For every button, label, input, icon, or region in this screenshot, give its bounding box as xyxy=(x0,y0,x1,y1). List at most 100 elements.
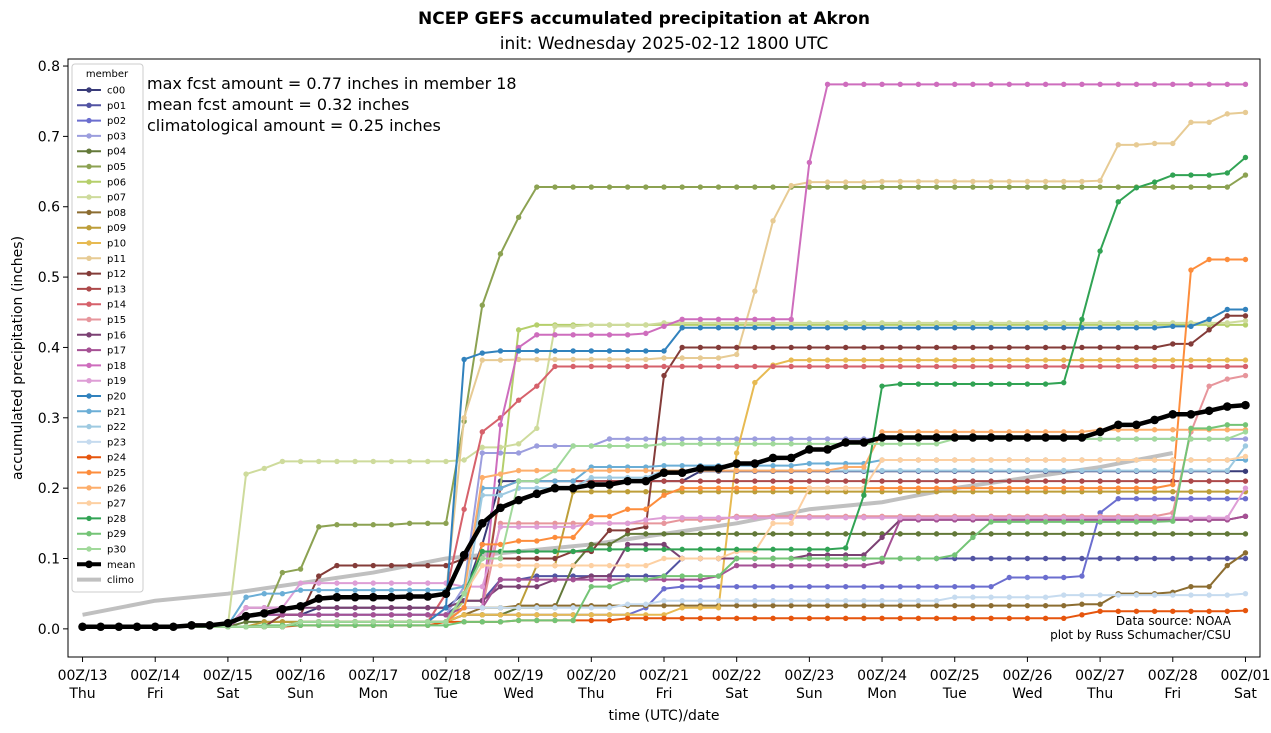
series-point-p07 xyxy=(897,320,903,326)
series-point-p20 xyxy=(1061,325,1067,331)
series-point-p28 xyxy=(1024,381,1031,387)
series-point-p14 xyxy=(933,363,940,370)
series-point-p11 xyxy=(952,178,958,185)
series-point-p21 xyxy=(679,462,685,469)
series-point-p04 xyxy=(588,541,595,548)
legend-marker xyxy=(86,179,92,185)
series-point-p29 xyxy=(715,573,722,579)
series-point-p24 xyxy=(1097,608,1103,614)
series-point-p12 xyxy=(1242,313,1249,319)
series-point-p30 xyxy=(279,624,286,630)
series-point-p04 xyxy=(1061,531,1067,537)
series-point-p13 xyxy=(1006,478,1012,484)
series-point-p13 xyxy=(1206,478,1212,484)
series-point-p16 xyxy=(534,583,540,590)
series-point-p20 xyxy=(1115,325,1121,331)
series-point-p26 xyxy=(752,467,758,474)
series-point-p03 xyxy=(624,436,631,442)
series-point-p26 xyxy=(970,429,976,435)
legend-item-p06: p06 xyxy=(77,177,126,188)
series-point-p19 xyxy=(297,580,304,586)
series-point-p17 xyxy=(370,612,376,618)
series-point-p30 xyxy=(643,443,649,449)
series-point-p01 xyxy=(1224,555,1230,562)
series-point-p29 xyxy=(879,555,885,562)
series-point-p09 xyxy=(588,488,595,495)
series-point-p28 xyxy=(1006,381,1012,387)
series-point-p10 xyxy=(461,612,467,618)
series-point-p07 xyxy=(1224,320,1230,326)
series-point-mean xyxy=(332,592,342,602)
legend-label: p19 xyxy=(107,376,126,387)
series-point-p07 xyxy=(552,323,558,330)
legend-label: p05 xyxy=(107,162,126,173)
legend-item-p26: p26 xyxy=(77,483,126,494)
series-point-p25 xyxy=(606,513,613,519)
series-point-p29 xyxy=(1151,519,1158,525)
series-point-p14 xyxy=(697,363,704,370)
series-point-p02 xyxy=(1024,574,1031,581)
series-point-p22 xyxy=(497,492,504,498)
series-point-p19 xyxy=(1206,515,1212,521)
series-point-p30 xyxy=(316,619,322,625)
series-point-p27 xyxy=(643,562,649,569)
series-point-p27 xyxy=(915,457,922,463)
series-point-p03 xyxy=(715,436,722,442)
series-point-p02 xyxy=(697,583,704,590)
series-point-p20 xyxy=(661,348,667,354)
series-point-p23 xyxy=(988,594,994,600)
series-point-p23 xyxy=(643,601,649,607)
legend-label: c00 xyxy=(107,86,125,97)
series-point-p28 xyxy=(861,492,867,498)
x-tick-label: 00Z/16 xyxy=(276,668,326,684)
chart-title: NCEP GEFS accumulated precipitation at A… xyxy=(418,9,870,29)
series-point-p13 xyxy=(770,478,776,484)
series-point-p26 xyxy=(1224,427,1230,433)
series-point-p04 xyxy=(1097,531,1103,537)
series-point-p22 xyxy=(970,467,976,474)
y-tick-label: 0.7 xyxy=(38,129,60,145)
series-point-p02 xyxy=(824,583,831,590)
series-point-p19 xyxy=(952,515,958,521)
series-point-p20 xyxy=(752,325,758,331)
series-point-p01 xyxy=(988,555,994,562)
series-point-mean xyxy=(1113,420,1123,430)
series-point-p04 xyxy=(915,531,922,537)
series-point-p10 xyxy=(1206,357,1212,363)
series-point-p07 xyxy=(933,320,940,326)
legend-item-p02: p02 xyxy=(77,116,126,127)
series-point-p19 xyxy=(1061,515,1067,521)
x-tick-label: 00Z/25 xyxy=(930,668,980,684)
series-point-p11 xyxy=(879,178,885,185)
series-point-p28 xyxy=(988,381,994,387)
series-point-p29 xyxy=(1061,519,1067,525)
series-point-p17 xyxy=(770,562,776,569)
series-point-p19 xyxy=(606,520,613,527)
series-point-p29 xyxy=(606,583,613,590)
series-point-p03 xyxy=(824,436,831,442)
series-point-p13 xyxy=(788,478,794,484)
x-tick-label: 00Z/14 xyxy=(130,668,180,684)
series-point-p19 xyxy=(515,524,522,530)
series-point-p26 xyxy=(952,429,958,435)
series-point-p10 xyxy=(606,612,613,618)
series-point-p10 xyxy=(552,612,558,618)
series-point-p27 xyxy=(843,485,849,491)
x-tick-day-label: Thu xyxy=(68,686,95,702)
series-point-p12 xyxy=(715,344,722,351)
series-point-p29 xyxy=(933,555,940,562)
series-point-p21 xyxy=(497,485,504,491)
legend-marker xyxy=(86,500,92,506)
legend-item-p23: p23 xyxy=(77,437,126,448)
series-point-p29 xyxy=(788,555,794,562)
series-point-p29 xyxy=(643,576,649,583)
series-point-p12 xyxy=(534,555,540,562)
series-point-p23 xyxy=(1024,594,1031,600)
legend-item-p05: p05 xyxy=(77,162,126,173)
series-point-p30 xyxy=(606,443,613,449)
series-point-mean xyxy=(169,622,178,632)
series-point-p26 xyxy=(897,429,903,435)
series-point-p13 xyxy=(1042,478,1049,484)
series-point-p10 xyxy=(1151,357,1158,363)
series-point-p20 xyxy=(443,605,449,611)
